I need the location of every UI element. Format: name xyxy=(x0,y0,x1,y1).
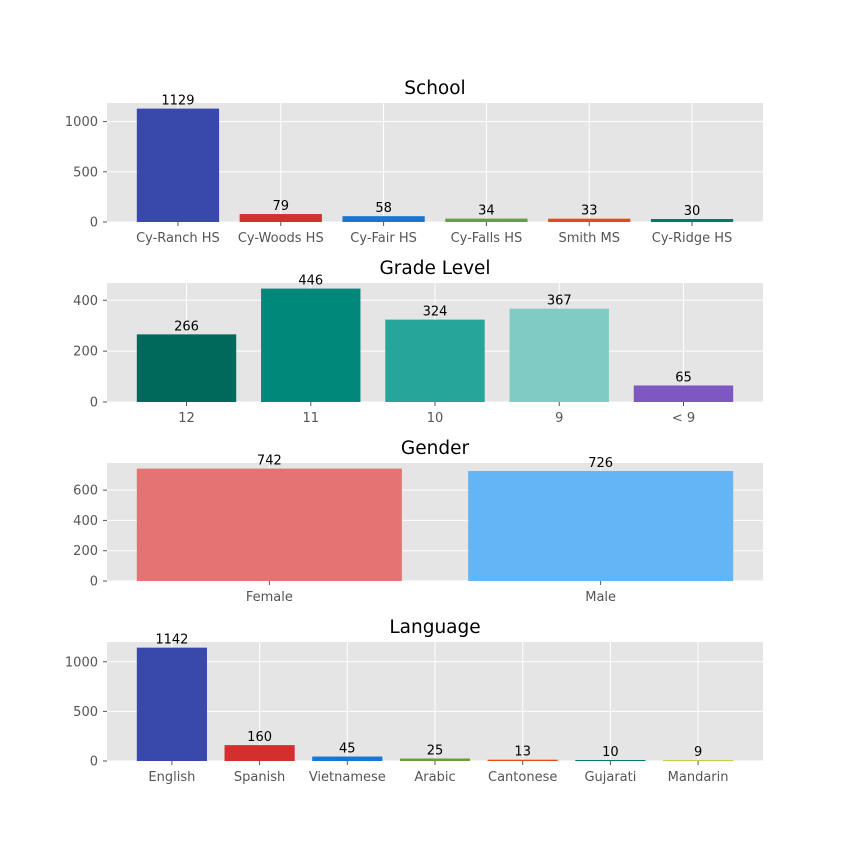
bar xyxy=(224,745,295,761)
x-tick-label: Smith MS xyxy=(558,231,619,246)
y-tick-label: 0 xyxy=(90,216,98,231)
bar xyxy=(445,218,528,222)
x-tick-label: 11 xyxy=(302,411,319,426)
data-label: 45 xyxy=(339,742,356,757)
y-tick-label: 0 xyxy=(90,755,98,770)
data-label: 79 xyxy=(272,199,289,214)
bar xyxy=(136,108,220,222)
x-tick-label: Cantonese xyxy=(488,770,557,785)
bar xyxy=(509,308,609,402)
y-tick-label: 200 xyxy=(73,345,98,360)
data-label: 58 xyxy=(375,201,392,216)
data-label: 30 xyxy=(684,204,701,219)
y-tick-label: 1000 xyxy=(65,655,98,670)
x-tick-label: Vietnamese xyxy=(309,770,386,785)
bar xyxy=(575,760,646,761)
bar xyxy=(136,647,207,761)
x-tick-label: Gujarati xyxy=(584,770,636,785)
y-tick-label: 500 xyxy=(73,165,98,180)
data-label: 10 xyxy=(602,745,619,760)
bar xyxy=(136,334,237,402)
data-label: 34 xyxy=(478,204,495,219)
chart-title: Grade Level xyxy=(379,258,490,279)
data-label: 266 xyxy=(174,319,199,334)
data-label: 742 xyxy=(257,454,282,469)
y-tick-label: 200 xyxy=(73,544,98,559)
y-tick-label: 0 xyxy=(90,396,98,411)
data-label: 25 xyxy=(427,744,444,759)
bar xyxy=(633,385,734,402)
data-label: 324 xyxy=(423,305,448,320)
bar xyxy=(312,756,383,761)
data-label: 33 xyxy=(581,204,598,219)
y-tick-label: 400 xyxy=(73,514,98,529)
x-tick-label: English xyxy=(148,770,195,785)
bar xyxy=(261,288,361,402)
chart-panel-0: 0 500 1000 1129 79 58 34 33 30 Cy-Ranch HS Cy-Wood… xyxy=(65,78,763,246)
data-label: 446 xyxy=(298,274,323,289)
chart-title: Language xyxy=(389,617,480,638)
x-tick-label: Male xyxy=(585,590,616,605)
data-label: 160 xyxy=(247,730,272,745)
y-tick-label: 0 xyxy=(90,575,98,590)
y-tick-label: 400 xyxy=(73,294,98,309)
x-tick-label: 9 xyxy=(555,411,563,426)
chart-panel-1: 0 200 400 266 446 324 367 65 12 11 10 9 < 9 Grade Lev… xyxy=(73,258,763,426)
bar xyxy=(548,218,631,222)
chart-title: School xyxy=(404,78,465,99)
x-tick-label: 10 xyxy=(427,411,444,426)
x-tick-label: < 9 xyxy=(672,411,695,426)
data-label: 65 xyxy=(675,370,692,385)
bar xyxy=(342,216,425,222)
bar xyxy=(136,468,402,581)
y-tick-label: 1000 xyxy=(65,115,98,130)
x-tick-label: 12 xyxy=(178,411,195,426)
chart-panel-2: 0 200 400 600 742 726 Female Male Gender xyxy=(73,438,763,605)
bar xyxy=(468,471,734,581)
x-tick-label: Spanish xyxy=(234,770,285,785)
data-label: 1142 xyxy=(155,633,188,648)
x-tick-label: Cy-Ranch HS xyxy=(136,231,220,246)
chart-title: Gender xyxy=(401,438,470,459)
x-tick-label: Female xyxy=(246,590,293,605)
x-tick-label: Cy-Fair HS xyxy=(350,231,417,246)
data-label: 726 xyxy=(588,456,613,471)
y-tick-label: 500 xyxy=(73,705,98,720)
bar xyxy=(487,759,558,761)
bar xyxy=(650,218,734,222)
data-label: 1129 xyxy=(161,94,194,109)
x-tick-label: Mandarin xyxy=(668,770,729,785)
data-label: 367 xyxy=(547,294,572,309)
x-tick-label: Cy-Ridge HS xyxy=(652,231,733,246)
x-tick-label: Arabic xyxy=(414,770,455,785)
bar xyxy=(663,760,734,761)
y-tick-label: 600 xyxy=(73,484,98,499)
x-tick-label: Cy-Falls HS xyxy=(451,231,523,246)
bar xyxy=(385,319,485,402)
data-label: 9 xyxy=(694,745,702,760)
bar xyxy=(239,214,322,222)
chart-panel-3: 0 500 1000 1142 160 45 25 13 10 9 English Spanish Vi… xyxy=(65,617,763,785)
data-label: 13 xyxy=(514,745,531,760)
x-tick-label: Cy-Woods HS xyxy=(238,231,324,246)
bar xyxy=(399,758,471,761)
